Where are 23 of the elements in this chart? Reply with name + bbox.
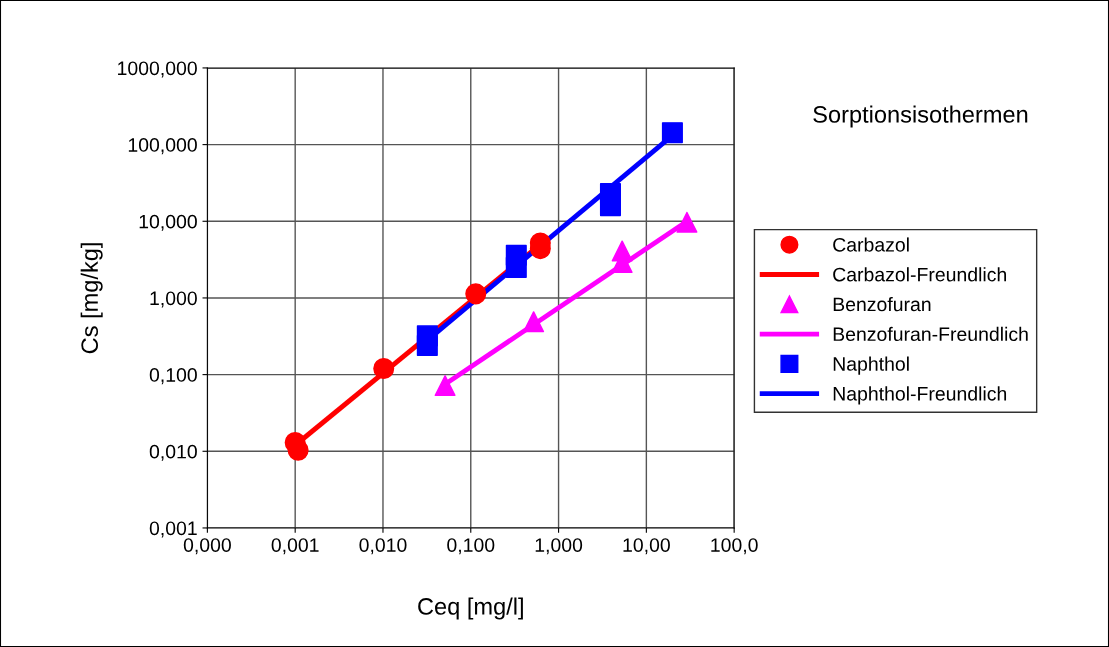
legend-label: Benzofuran-Freundlich [833,326,1028,342]
x-axis-title: Ceq [mg/l] [418,597,523,620]
x-tick-label: 0,010 [359,538,407,555]
y-tick-label: 0,100 [149,368,197,385]
legend-label: Naphthol-Freundlich [833,386,1007,405]
y-tick-label: 0,001 [149,521,197,538]
text: Sorptionsisothermen [813,105,1028,128]
x-tick-label: 100,0 [711,538,758,555]
y-axis-title: Cs [mg/kg] [80,243,103,354]
legend-label: Carbazol-Freundlich [833,267,1007,282]
y-tick-label: 10,000 [139,214,197,231]
legend-label: Naphthol [833,356,909,375]
y-tick-label: 100,000 [128,138,197,155]
x-tick-label: 0,100 [447,538,495,555]
legend-label: Benzofuran [833,297,931,312]
x-tick-label: 0,000 [183,538,231,555]
y-tick-label: 1,000 [150,291,197,308]
y-tick-label: 0,010 [149,444,197,461]
x-tick-label: 10,00 [623,538,670,555]
x-tick-label: 1,000 [535,538,583,555]
y-tick-label: 1000,000 [118,61,197,78]
x-tick-label: 0,001 [271,538,319,555]
legend-label: Carbazol [833,237,909,252]
